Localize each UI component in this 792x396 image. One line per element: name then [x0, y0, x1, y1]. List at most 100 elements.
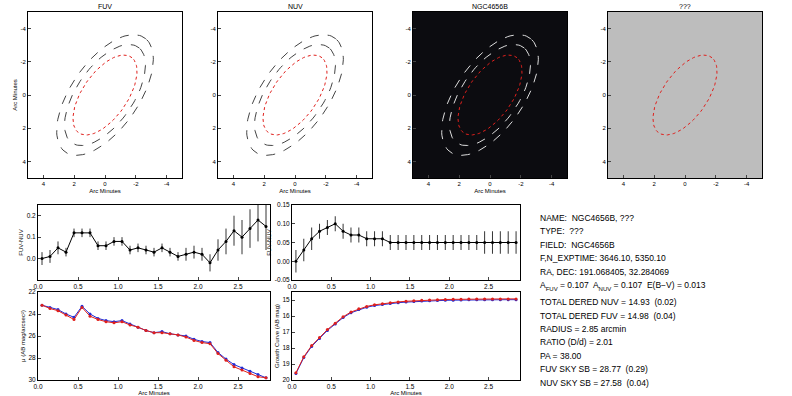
svg-text:1.0: 1.0 [113, 383, 122, 390]
svg-text:NUV: NUV [288, 3, 303, 10]
svg-text:Arc Minutes: Arc Minutes [12, 79, 18, 111]
svg-text:FUV-NUV: FUV-NUV [18, 229, 24, 255]
svg-text:17: 17 [282, 328, 290, 335]
svg-text:0: 0 [293, 181, 297, 187]
svg-text:-4: -4 [354, 181, 360, 187]
svg-text:26: 26 [28, 332, 36, 339]
svg-text:0.0: 0.0 [287, 283, 296, 290]
svg-text:4: 4 [42, 181, 46, 187]
svg-text:μ (AB mag/arcsec²): μ (AB mag/arcsec²) [20, 310, 26, 362]
svg-text:-4: -4 [210, 26, 216, 32]
svg-text:2.0: 2.0 [193, 283, 202, 290]
svg-text:28: 28 [28, 354, 36, 361]
svg-text:2: 2 [22, 125, 26, 131]
svg-text:2.5: 2.5 [484, 383, 493, 390]
svg-text:2: 2 [407, 125, 411, 131]
svg-text:2: 2 [602, 125, 606, 131]
svg-text:2.5: 2.5 [233, 383, 242, 390]
svg-text:4: 4 [427, 181, 431, 187]
svg-text:-2: -2 [323, 181, 329, 187]
svg-text:22: 22 [28, 288, 36, 295]
html-text:TYPE: ???: TYPE: ??? [540, 226, 584, 237]
svg-text:FUV: FUV [98, 3, 112, 10]
svg-text:0: 0 [488, 181, 492, 187]
svg-text:0.2: 0.2 [27, 212, 36, 219]
svg-text:0.10: 0.10 [277, 220, 290, 227]
svg-text:0: 0 [103, 181, 107, 187]
svg-text:15: 15 [282, 296, 290, 303]
svg-text:-2: -2 [600, 59, 606, 65]
svg-text:24: 24 [28, 310, 36, 317]
svg-text:-2: -2 [713, 181, 719, 187]
svg-text:-4: -4 [549, 181, 555, 187]
svg-text:1.0: 1.0 [113, 283, 122, 290]
svg-text:4: 4 [22, 159, 26, 165]
svg-text:1.0: 1.0 [366, 383, 375, 390]
svg-text:-4: -4 [600, 26, 606, 32]
svg-text:0: 0 [212, 92, 216, 98]
svg-text:0.0: 0.0 [27, 255, 36, 262]
svg-text:Arc Minutes: Arc Minutes [279, 188, 311, 194]
svg-text:1.5: 1.5 [153, 283, 162, 290]
svg-text:NGC4656B: NGC4656B [472, 3, 508, 10]
svg-text:2.0: 2.0 [445, 283, 454, 290]
svg-text:2.5: 2.5 [484, 283, 493, 290]
svg-text:0.05: 0.05 [277, 239, 290, 246]
svg-text:1.5: 1.5 [405, 283, 414, 290]
svg-text:30: 30 [28, 376, 36, 383]
svg-text:2: 2 [458, 181, 462, 187]
svg-text:2: 2 [73, 181, 77, 187]
svg-text:0.5: 0.5 [73, 383, 82, 390]
svg-text:0.1: 0.1 [27, 233, 36, 240]
svg-text:4: 4 [232, 181, 236, 187]
svg-text:0: 0 [22, 92, 26, 98]
svg-text:-2: -2 [405, 59, 411, 65]
svg-text:19: 19 [282, 360, 290, 367]
svg-text:0.5: 0.5 [327, 283, 336, 290]
svg-text:???: ??? [679, 3, 691, 10]
svg-text:Arc Minutes: Arc Minutes [89, 188, 121, 194]
svg-text:-2: -2 [20, 59, 26, 65]
html-text:AFUV= 0.107 ANUV= 0.107 E(B−V): AFUV= 0.107 ANUV= 0.107 E(B−V) = 0.013 [540, 280, 706, 292]
svg-text:1.5: 1.5 [153, 383, 162, 390]
svg-text:2.5: 2.5 [233, 283, 242, 290]
svg-text:0.0: 0.0 [33, 383, 42, 390]
svg-text:-2: -2 [210, 59, 216, 65]
svg-text:20: 20 [282, 376, 290, 383]
svg-text:2.0: 2.0 [193, 383, 202, 390]
svg-text:2: 2 [212, 125, 216, 131]
svg-text:4: 4 [622, 181, 626, 187]
svg-text:-4: -4 [405, 26, 411, 32]
svg-text:16: 16 [282, 312, 290, 319]
svg-text:0: 0 [683, 181, 687, 187]
svg-text:Arc Minutes: Arc Minutes [390, 390, 422, 396]
svg-text:4: 4 [602, 159, 606, 165]
svg-text:0.00: 0.00 [277, 258, 290, 265]
svg-text:2.0: 2.0 [445, 383, 454, 390]
svg-text:-2: -2 [518, 181, 524, 187]
svg-text:2: 2 [263, 181, 267, 187]
svg-text:2: 2 [653, 181, 657, 187]
svg-text:-2: -2 [133, 181, 139, 187]
svg-text:-4: -4 [164, 181, 170, 187]
svg-text:1.5: 1.5 [405, 383, 414, 390]
svg-text:0.5: 0.5 [327, 383, 336, 390]
svg-text:1.0: 1.0 [366, 283, 375, 290]
svg-text:0: 0 [602, 92, 606, 98]
svg-text:0: 0 [407, 92, 411, 98]
svg-text:Arc Minutes: Arc Minutes [138, 390, 170, 396]
svg-text:0.15: 0.15 [277, 201, 290, 208]
svg-text:FUV-NUV: FUV-NUV [266, 229, 272, 255]
svg-text:Growth Curve (AB mag): Growth Curve (AB mag) [274, 304, 280, 368]
svg-text:0.0: 0.0 [287, 383, 296, 390]
svg-text:4: 4 [212, 159, 216, 165]
svg-text:-4: -4 [20, 26, 26, 32]
html-text:FIELD: NGC4656B: FIELD: NGC4656B [540, 239, 615, 250]
svg-text:Arc Minutes: Arc Minutes [474, 188, 506, 194]
svg-text:18: 18 [282, 344, 290, 351]
svg-text:0.0: 0.0 [33, 283, 42, 290]
svg-text:0.5: 0.5 [73, 283, 82, 290]
svg-text:4: 4 [407, 159, 411, 165]
svg-text:-0.05: -0.05 [275, 276, 290, 283]
svg-text:-4: -4 [744, 181, 750, 187]
